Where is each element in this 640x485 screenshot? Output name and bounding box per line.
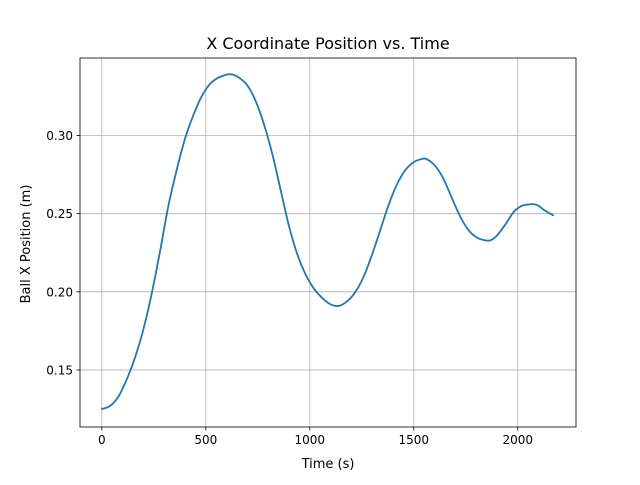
x-tick-label: 1500	[399, 433, 430, 447]
y-tick-label: 0.20	[46, 285, 73, 299]
y-tick-label: 0.25	[46, 207, 73, 221]
x-axis-label: Time (s)	[301, 457, 355, 472]
x-axis-ticks: 0 500 1000 1500 2000	[98, 427, 533, 447]
y-tick-label: 0.30	[46, 129, 73, 143]
x-tick-label: 0	[98, 433, 106, 447]
x-tick-label: 1000	[295, 433, 326, 447]
plot-frame	[79, 57, 577, 428]
y-tick-label: 0.15	[46, 363, 73, 377]
series-line	[100, 73, 555, 410]
chart-title: X Coordinate Position vs. Time	[206, 34, 449, 53]
grid-layer	[80, 58, 576, 427]
x-tick-label: 500	[194, 433, 217, 447]
y-axis-label: Ball X Position (m)	[19, 185, 34, 304]
y-axis-ticks: 0.15 0.20 0.25 0.30	[46, 129, 80, 377]
series-layer	[100, 73, 555, 410]
x-tick-label: 2000	[502, 433, 533, 447]
